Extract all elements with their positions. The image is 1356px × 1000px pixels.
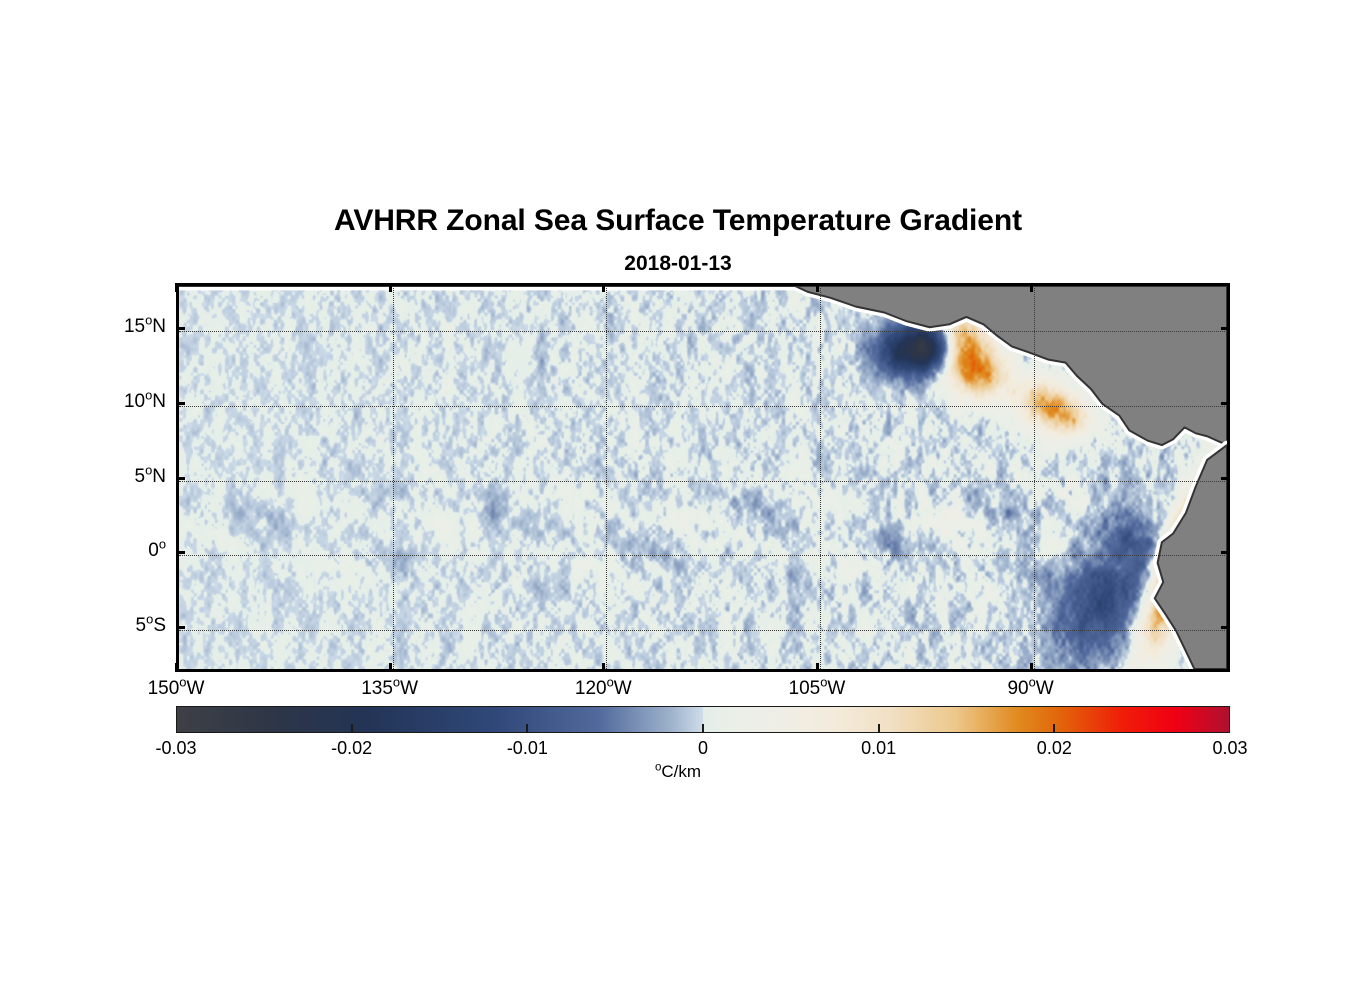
x-axis-tick	[388, 283, 392, 292]
x-axis-tick	[175, 283, 178, 292]
y-axis-tick	[1221, 476, 1230, 480]
y-axis-tick	[1221, 401, 1230, 405]
x-axis-labels: 150oW 135oW 120oW 105oW 90oW	[148, 674, 1230, 708]
colorbar-tick-label: -0.03	[155, 738, 197, 758]
y-axis-tick	[1221, 326, 1230, 330]
land-mexico-central-america	[179, 286, 1227, 447]
x-axis-tick	[175, 663, 178, 672]
colorbar[interactable]	[176, 706, 1230, 733]
coastline-land-overlay	[179, 286, 1227, 669]
x-axis-tick	[815, 283, 819, 292]
y-axis-tick	[1221, 551, 1230, 555]
x-axis-tick	[388, 663, 392, 672]
chart-subtitle-date: 2018-01-13	[624, 252, 732, 275]
y-axis-tick-label: 0o	[148, 536, 166, 562]
colorbar-tick	[350, 724, 353, 733]
x-axis-tick-label: 120oW	[574, 674, 632, 699]
y-axis-tick	[176, 476, 185, 480]
colorbar-tick	[526, 724, 529, 733]
x-axis-tick-label: 90oW	[1007, 674, 1054, 699]
y-axis-tick	[1221, 626, 1230, 630]
x-axis-tick	[815, 663, 819, 672]
y-axis-tick	[176, 326, 185, 330]
y-axis-tick-label: 5oS	[135, 611, 166, 637]
colorbar-tick-label: -0.01	[506, 738, 548, 758]
colorbar-tick	[877, 724, 880, 733]
y-axis-tick	[176, 551, 185, 555]
colorbar-tick-label: 0.03	[1212, 738, 1248, 758]
x-axis-tick-label: 105oW	[788, 674, 846, 699]
colorbar-tick	[1053, 724, 1056, 733]
x-axis-tick	[1029, 663, 1033, 672]
colorbar-unit-label: oC/km	[654, 761, 702, 781]
x-axis-tick-label: 135oW	[361, 674, 419, 699]
colorbar-tick-label: 0	[697, 738, 709, 758]
y-axis-tick-label: 15oN	[123, 312, 166, 337]
y-axis-tick	[176, 401, 185, 405]
y-axis-tick-label: 10oN	[123, 387, 166, 412]
colorbar-tick-label: 0.02	[1036, 738, 1072, 758]
y-axis-labels: 15oN 10oN 5oN 0o 5oS	[0, 283, 166, 672]
page-title: AVHRR Zonal Sea Surface Temperature Grad…	[333, 204, 1022, 237]
colorbar-tick-label: -0.02	[331, 738, 373, 758]
colorbar-tick	[702, 724, 704, 733]
map-plot-area[interactable]	[176, 283, 1230, 672]
colorbar-tick-label: 0.01	[861, 738, 897, 758]
x-axis-tick	[602, 663, 606, 672]
x-axis-tick	[1029, 283, 1033, 292]
x-axis-tick	[602, 283, 606, 292]
y-axis-tick	[176, 626, 185, 630]
colorbar-tick-labels: -0.03 -0.02 -0.01 0 0.01 0.02 0.03	[155, 738, 1247, 764]
land-south-america	[1153, 444, 1227, 669]
x-axis-tick-label: 150oW	[147, 674, 205, 699]
y-axis-tick-label: 5oN	[134, 462, 167, 487]
